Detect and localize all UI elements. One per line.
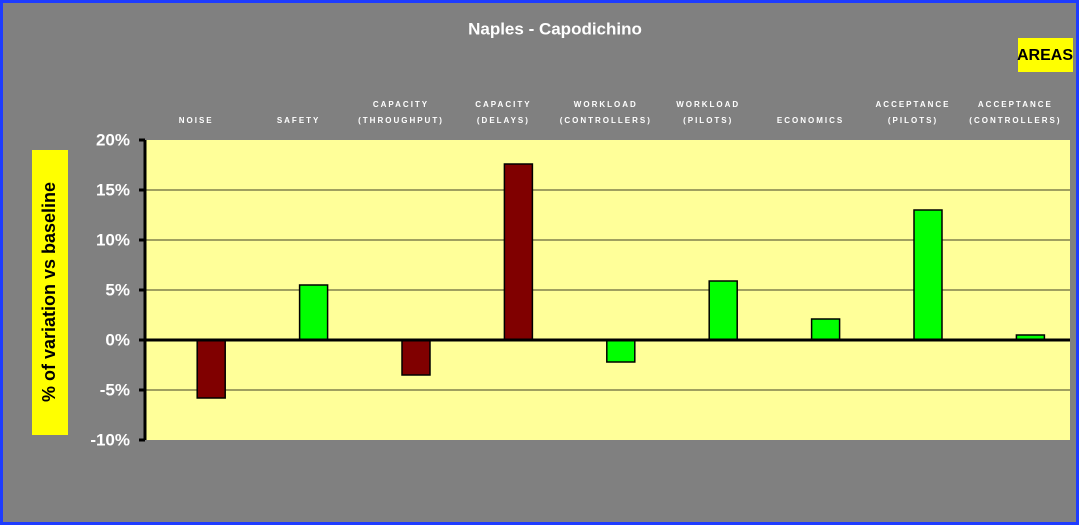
y-tick-label: 0% bbox=[105, 330, 130, 349]
x-tick-label: ECONOMICS bbox=[777, 116, 844, 125]
x-tick-label: ACCEPTANCE bbox=[876, 100, 951, 109]
x-tick-label: ACCEPTANCE bbox=[978, 100, 1053, 109]
x-tick-label: (CONTROLLERS) bbox=[969, 116, 1061, 125]
y-tick-label: 5% bbox=[105, 280, 130, 299]
y-axis-label: % of variation vs baseline bbox=[39, 182, 59, 402]
bar bbox=[401, 339, 431, 376]
x-tick-label: WORKLOAD bbox=[574, 100, 638, 109]
x-tick-label: (CONTROLLERS) bbox=[560, 116, 652, 125]
y-tick-label: -5% bbox=[100, 380, 130, 399]
y-label-box bbox=[32, 150, 68, 435]
chart-title: Naples - Capodichino bbox=[468, 19, 642, 38]
x-tick-label: (DELAYS) bbox=[477, 116, 530, 125]
x-tick-label: SAFETY bbox=[277, 116, 321, 125]
x-tick-label: NOISE bbox=[179, 116, 214, 125]
x-tick-label: CAPACITY bbox=[373, 100, 429, 109]
y-tick-label: -10% bbox=[90, 430, 130, 449]
x-tick-label: (PILOTS) bbox=[888, 116, 938, 125]
y-tick-label: 15% bbox=[96, 180, 130, 199]
legend-box bbox=[1018, 38, 1073, 72]
bar bbox=[196, 339, 226, 399]
x-tick-label: (THROUGHPUT) bbox=[358, 116, 444, 125]
bar bbox=[913, 209, 943, 341]
x-tick-label: CAPACITY bbox=[475, 100, 531, 109]
bar bbox=[708, 280, 738, 341]
bar bbox=[606, 339, 636, 363]
bar bbox=[503, 163, 534, 341]
bar bbox=[298, 284, 329, 341]
legend-title: AREAS bbox=[1017, 47, 1073, 64]
x-tick-label: WORKLOAD bbox=[676, 100, 740, 109]
y-tick-label: 10% bbox=[96, 230, 130, 249]
y-tick-label: 20% bbox=[96, 130, 130, 149]
x-tick-label: (PILOTS) bbox=[683, 116, 733, 125]
bar bbox=[810, 318, 841, 341]
